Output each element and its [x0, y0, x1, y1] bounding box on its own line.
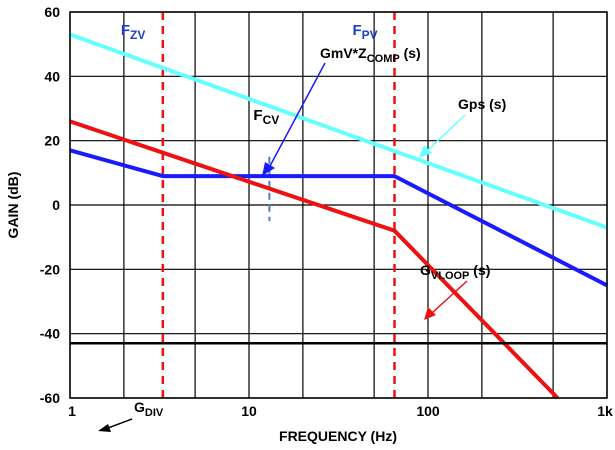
arrow-gdiv-head [98, 424, 111, 432]
x-tick-label: 100 [416, 403, 440, 419]
label-gps: Gps (s) [458, 96, 506, 112]
arrows [98, 62, 468, 432]
plot-frame [69, 11, 608, 399]
label-gdiv-sub: DIV [145, 407, 164, 419]
vline-label-zv: FZV [121, 22, 146, 42]
x-tick-labels: 1 10 100 1k [68, 403, 613, 419]
x-tick-label: 1 [68, 403, 76, 419]
x-tick-label: 1k [597, 403, 613, 419]
series-line-0 [69, 32, 608, 230]
fcv-marker-label: FCV [253, 107, 279, 127]
label-gmv-tail: (s) [400, 45, 421, 61]
arrow-gmv-line [269, 62, 326, 167]
x-tick-label: 10 [241, 403, 257, 419]
arrow-gmv-head [262, 162, 275, 176]
label-gvloop-sub: VLOOP [431, 270, 470, 282]
y-tick-label: 40 [44, 68, 60, 84]
label-gdiv: GDIV [134, 399, 164, 419]
vline-label-pv: FPV [353, 22, 378, 42]
y-tick-labels: -60 -40 -20 0 20 40 60 [40, 4, 60, 406]
arrow-gps-line [427, 114, 466, 151]
label-gmv-sub: COMP [367, 53, 400, 65]
arrow-gdiv-line [107, 418, 133, 429]
y-axis-title: GAIN (dB) [5, 172, 21, 239]
label-gmv-zcomp: GmV*ZCOMP (s) [320, 45, 421, 65]
arrow-gvloop-head [424, 307, 436, 320]
y-tick-label: -40 [40, 326, 60, 342]
y-tick-label: 0 [52, 197, 60, 213]
y-tick-label: 20 [44, 133, 60, 149]
y-tick-label: 60 [44, 4, 60, 20]
data-series [69, 32, 608, 400]
label-gvloop: GVLOOP (s) [420, 262, 490, 282]
arrow-gvloop-line [431, 280, 468, 314]
y-tick-label: -20 [40, 261, 60, 277]
label-gvloop-main: G [420, 262, 431, 278]
frequency-markers: FZV FPV FCV [121, 12, 396, 398]
label-gvloop-tail: (s) [469, 262, 490, 278]
x-axis-title: FREQUENCY (Hz) [279, 428, 397, 444]
series-line-1 [69, 148, 608, 288]
label-gdiv-main: G [134, 399, 145, 415]
arrow-gps-head [419, 145, 432, 158]
y-tick-label: -60 [40, 390, 60, 406]
label-gmv-main: GmV*Z [320, 45, 367, 61]
